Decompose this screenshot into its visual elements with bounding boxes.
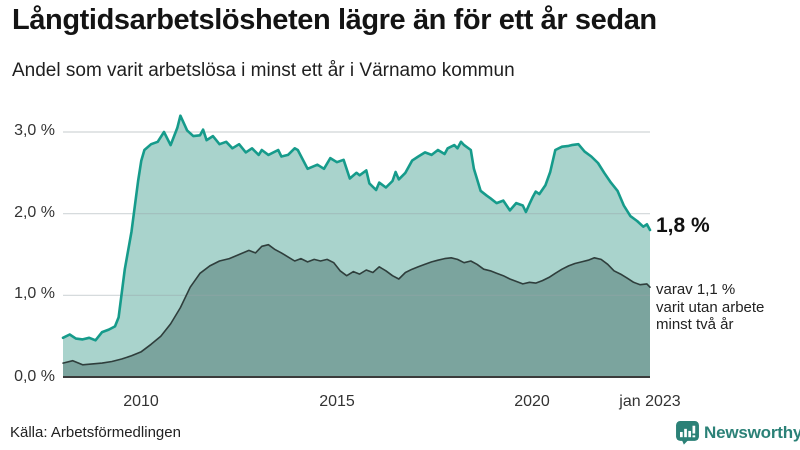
page-title: Långtidsarbetslösheten lägre än för ett … bbox=[12, 4, 657, 36]
x-tick-2010: 2010 bbox=[123, 393, 159, 410]
source-note: Källa: Arbetsförmedlingen bbox=[10, 424, 181, 441]
latest-value-label: 1,8 % bbox=[656, 214, 710, 237]
line-series-0 bbox=[61, 114, 652, 342]
logo-text: Newsworthy bbox=[704, 422, 800, 442]
area-series-1 bbox=[63, 244, 650, 377]
x-tick-2020: 2020 bbox=[514, 393, 550, 410]
y-tick-1: 1,0 % bbox=[14, 285, 55, 302]
newsworthy-icon bbox=[676, 421, 699, 445]
y-tick-3: 3,0 % bbox=[14, 122, 55, 139]
line-series-1 bbox=[62, 243, 651, 366]
y-tick-2: 2,0 % bbox=[14, 204, 55, 221]
x-tick-2015: 2015 bbox=[319, 393, 355, 410]
newsworthy-logo: Newsworthy bbox=[675, 420, 800, 445]
secondary-annotation: varav 1,1 % varit utan arbete minst två … bbox=[656, 281, 765, 334]
x-tick-jan-2023: jan 2023 bbox=[619, 393, 681, 410]
y-tick-0: 0,0 % bbox=[14, 368, 55, 385]
page-subtitle: Andel som varit arbetslösa i minst ett å… bbox=[12, 60, 515, 81]
